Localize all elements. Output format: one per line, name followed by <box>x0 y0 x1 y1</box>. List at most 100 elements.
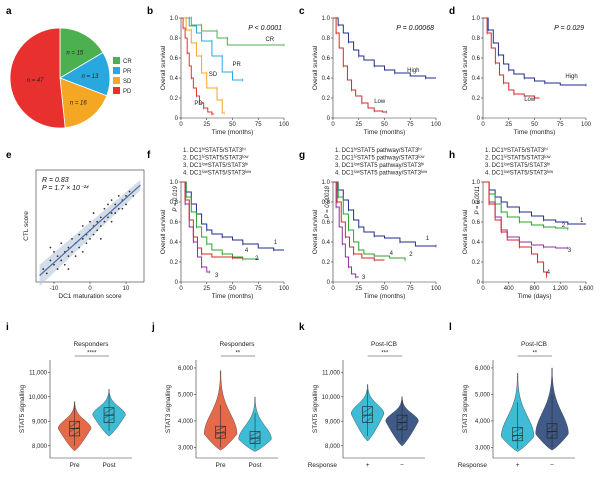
data-dot <box>513 440 515 442</box>
data-dot <box>255 441 257 443</box>
km-plot-b: 0 25 50 75 100 0 0.2 0.4 0.6 0.8 1.0 Time (months) O… <box>160 16 290 136</box>
y-tick-label: 1.0 <box>472 180 481 186</box>
data-dot <box>224 430 226 432</box>
data-dot <box>366 409 368 411</box>
x-tick-label: 0 <box>481 122 485 128</box>
scatter-point <box>85 242 88 245</box>
x-tick-label: 75 <box>255 122 262 128</box>
data-dot <box>366 420 368 422</box>
data-dot <box>77 421 79 423</box>
scatter-point <box>56 268 59 270</box>
data-dot <box>72 424 74 426</box>
scatter-point <box>99 216 102 219</box>
data-dot <box>251 434 253 436</box>
data-dot <box>399 428 401 430</box>
y-tick-label: 9,000 <box>32 419 48 425</box>
data-dot <box>402 426 404 428</box>
data-dot <box>404 425 406 427</box>
data-dot <box>513 436 515 438</box>
x-tick-label: 0 <box>179 286 183 292</box>
data-dot <box>71 425 73 427</box>
data-dot <box>72 429 74 431</box>
data-dot <box>364 416 366 418</box>
x-tick-label: 100 <box>279 286 290 292</box>
y-axis-label: Overall survival <box>160 45 167 90</box>
x-axis-label: Time (months) <box>364 129 406 136</box>
data-dot <box>521 427 523 429</box>
series-label-High: High <box>407 68 419 74</box>
y-tick-label: 0.4 <box>322 240 331 246</box>
panel-label-h: h <box>449 150 455 161</box>
data-dot <box>258 439 260 441</box>
data-dot <box>105 416 107 418</box>
y-tick-label: 4,000 <box>475 419 491 425</box>
data-dot <box>216 437 218 439</box>
scatter-point <box>49 246 52 249</box>
y-tick-label: 0.4 <box>322 76 331 82</box>
y-tick-label: 0.6 <box>170 220 179 226</box>
data-dot <box>398 424 400 426</box>
data-dot <box>370 418 372 420</box>
data-dot <box>254 433 256 435</box>
p-value: P = 0.019 <box>173 185 179 211</box>
scatter-point <box>81 225 84 227</box>
scatter-point <box>67 246 70 249</box>
x-tick-label: 0 <box>481 286 485 292</box>
y-tick-label: 0.2 <box>170 96 179 102</box>
data-dot <box>111 408 113 410</box>
pie-slice-CR <box>59 27 104 79</box>
data-dot <box>70 435 72 437</box>
data-dot <box>252 438 254 440</box>
data-dot <box>108 414 110 416</box>
y-tick-label: 0.8 <box>322 200 331 206</box>
data-dot <box>104 417 106 419</box>
data-dot <box>219 428 221 430</box>
km-plot-g: 0 25 50 75 100 0 0.2 0.4 0.6 0.8 1.0 Time (months) O… <box>312 146 442 300</box>
y-tick-label: 0.8 <box>472 36 481 42</box>
y-tick-label: 0.4 <box>472 76 481 82</box>
group-label-0: Pre <box>70 462 81 469</box>
data-dot <box>401 427 403 429</box>
data-dot <box>515 434 517 436</box>
data-dot <box>553 434 555 436</box>
data-dot <box>401 417 403 419</box>
data-dot <box>363 421 365 423</box>
x-tick-label: 25 <box>203 286 210 292</box>
data-dot <box>112 417 114 419</box>
x-tick-label: 100 <box>431 122 442 128</box>
panel-label-b: b <box>147 6 153 17</box>
data-dot <box>256 440 258 442</box>
data-dot <box>547 428 549 430</box>
legend-swatch-PR <box>113 67 120 74</box>
group-label-1: Post <box>249 462 262 469</box>
x-tick-label: 0 <box>331 286 335 292</box>
data-dot <box>550 436 552 438</box>
y-tick-label: 0 <box>327 116 331 122</box>
data-dot <box>104 412 106 414</box>
data-dot <box>106 411 108 413</box>
p-value: P = 0.0011 <box>475 186 481 215</box>
data-dot <box>223 426 225 428</box>
x-tick-label: 800 <box>529 286 540 292</box>
y-tick-label: 0 <box>477 116 481 122</box>
data-dot <box>218 432 220 434</box>
scatter-point <box>60 259 63 262</box>
data-dot <box>554 434 556 436</box>
km-curve-1 <box>483 181 586 225</box>
data-dot <box>256 432 258 434</box>
y-tick-label: 0 <box>175 116 179 122</box>
data-dot <box>258 431 260 433</box>
group-label-1: Post <box>103 462 116 469</box>
data-dot <box>105 411 107 413</box>
data-dot <box>109 419 111 421</box>
pie-slice-label-CR: n = 15 <box>66 50 84 56</box>
pie-slice-label-PR: n = 13 <box>81 74 99 80</box>
legend-entry-2: 2. DC1ʰⁱSTAT5/STAT3ˡᵒʷ <box>183 154 248 162</box>
significance-stars: ** <box>235 351 240 357</box>
series-label-2: 2 <box>562 223 566 229</box>
p-value: P < 0.0001 <box>248 25 282 32</box>
scatter-point <box>78 246 81 249</box>
iqr-box <box>215 425 226 439</box>
data-dot <box>72 434 74 436</box>
data-dot <box>554 424 556 426</box>
